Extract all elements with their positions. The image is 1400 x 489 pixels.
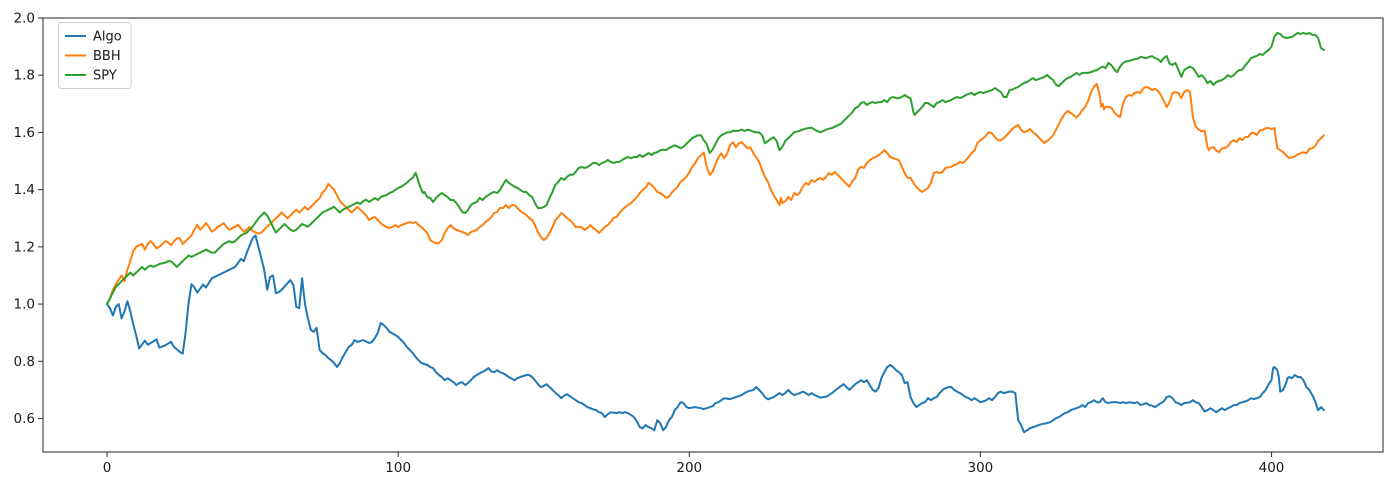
y-tick-label: 1.0: [14, 297, 35, 313]
x-axis: 0 100 200 300 400: [103, 452, 1285, 476]
series-line-bbh: [106, 82, 1325, 306]
legend: Algo BBH SPY: [58, 22, 132, 89]
y-tick-label: 1.8: [14, 68, 35, 84]
legend-label-bbh: BBH: [93, 49, 121, 64]
legend-label-algo: Algo: [93, 30, 122, 45]
plot-border: [42, 17, 1384, 453]
y-tick-label: 1.4: [14, 182, 35, 198]
y-axis: 0.6 0.8 1.0 1.2 1.4 1.6 1.8 2.0: [14, 11, 43, 427]
x-tick-label: 100: [385, 460, 411, 476]
x-tick-label: 300: [967, 460, 993, 476]
legend-label-spy: SPY: [93, 69, 117, 84]
y-tick-label: 0.6: [14, 411, 35, 427]
y-tick-label: 0.8: [14, 354, 35, 370]
series-line-algo: [106, 234, 1325, 434]
legend-box: [58, 22, 132, 89]
x-tick-label: 0: [103, 460, 112, 476]
x-tick-label: 200: [676, 460, 702, 476]
y-tick-label: 2.0: [14, 11, 35, 27]
y-tick-label: 1.6: [14, 125, 35, 141]
x-tick-label: 400: [1259, 460, 1285, 476]
y-tick-label: 1.2: [14, 239, 35, 255]
series-line-spy: [106, 31, 1325, 306]
